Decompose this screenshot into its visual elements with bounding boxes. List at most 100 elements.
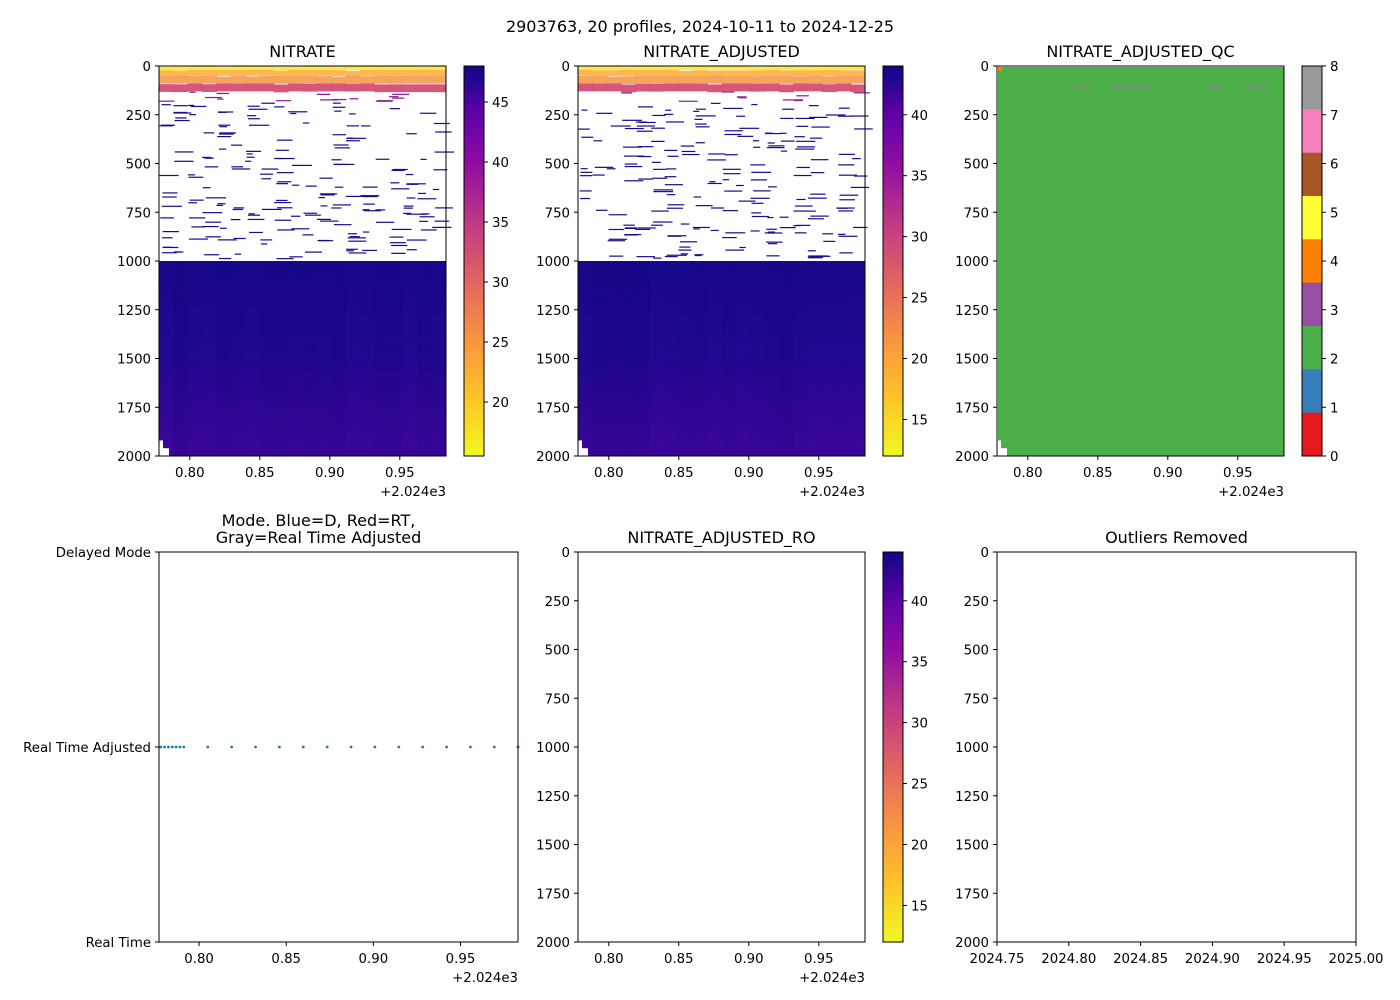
nitrate_adjusted-sparse-streak xyxy=(636,130,653,132)
nitrate-deep-column xyxy=(431,261,446,456)
nitrate_adjusted-surface-cell xyxy=(635,83,651,92)
nitrate_adjusted-surface-cell xyxy=(778,76,794,84)
nitrate_adjusted-frame xyxy=(577,65,866,457)
nitrate_adjusted-deep-column xyxy=(836,261,851,456)
outliers-frame xyxy=(996,551,1357,943)
nitrate_adjusted-sparse-streak xyxy=(678,249,692,251)
nitrate_adjusted-sparse-streak xyxy=(723,173,741,175)
nitrate_adjusted-deep-column xyxy=(664,261,679,456)
panel-mode: Mode. Blue=D, Red=RT,Gray=Real Time Adju… xyxy=(23,511,520,986)
nitrate_adjusted-sparse-streak xyxy=(735,184,744,187)
nitrate-sparse-streak xyxy=(274,201,292,204)
nitrate-deep-column xyxy=(402,261,418,456)
nitrate_adjusted-surface-cell xyxy=(735,66,751,71)
nitrate_adjusted-sparse-streak xyxy=(738,200,756,202)
nitrate_adjusted-surface-cell xyxy=(606,83,622,92)
nitrate_adjusted-deep-column xyxy=(721,261,736,456)
nitrate-sparse-streak xyxy=(162,192,178,194)
nitrate_adjusted-sparse-streak xyxy=(839,194,859,196)
nitrate_adjusted-surface-cell xyxy=(678,83,694,92)
nitrate_adjusted_ro-colorbar-tick-label: 20 xyxy=(911,839,928,854)
nitrate-sparse-streak xyxy=(202,212,223,214)
nitrate-surface-cell xyxy=(431,75,447,84)
nitrate-sparse-streak xyxy=(346,248,358,250)
nitrate-sparse-streak xyxy=(205,197,227,199)
nitrate-sparse-streak xyxy=(391,169,405,172)
nitrate_adjusted-sparse-streak xyxy=(667,155,679,157)
nitrate-sparse-streak xyxy=(275,199,288,202)
nitrate_adjusted-colorbar-tick-label: 30 xyxy=(911,231,928,246)
mode-ytick-label: Real Time xyxy=(86,936,151,951)
nitrate_adjusted_qc-ytick-label: 1500 xyxy=(955,353,989,368)
nitrate-surface-cell xyxy=(417,66,433,71)
nitrate-sparse-streak xyxy=(391,228,412,231)
nitrate-surface-cell xyxy=(331,70,347,77)
nitrate_adjusted-sparse-streak xyxy=(751,103,758,106)
nitrate-surface-cell xyxy=(402,66,418,70)
nitrate-sparse-streak xyxy=(420,112,437,114)
mode-point xyxy=(469,745,472,749)
nitrate_adjusted-sparse-streak xyxy=(851,115,869,117)
nitrate_adjusted-x-offset-label: +2.024e3 xyxy=(799,485,865,500)
qc-colorbar-cell xyxy=(1302,326,1322,370)
nitrate-sparse-streak xyxy=(316,218,331,220)
nitrate_adjusted-sparse-streak xyxy=(651,127,665,129)
nitrate_adjusted-sparse-streak xyxy=(652,114,666,117)
nitrate_adjusted-sparse-streak xyxy=(723,107,743,110)
nitrate-notch xyxy=(163,448,169,456)
nitrate_adjusted-sparse-streak xyxy=(694,254,704,256)
nitrate_adjusted-ytick-label: 1750 xyxy=(536,401,570,416)
nitrate_adjusted-surface-cell xyxy=(664,69,679,76)
nitrate-sparse-streak xyxy=(292,184,300,186)
nitrate-sparse-streak xyxy=(391,244,408,247)
nitrate-sparse-streak xyxy=(204,166,219,168)
nitrate_adjusted-surface-cell xyxy=(707,75,722,84)
nitrate-surface-cell xyxy=(388,66,404,70)
nitrate-sparse-streak xyxy=(434,151,455,153)
nitrate_adjusted-deep-column xyxy=(735,261,751,456)
nitrate-sparse-streak xyxy=(304,214,321,216)
nitrate-ytick-label: 750 xyxy=(126,206,151,221)
nitrate_adjusted-sparse-streak xyxy=(624,127,644,130)
nitrate_adjusted_ro-xtick-label: 0.85 xyxy=(664,952,694,967)
nitrate-sparse-streak xyxy=(348,252,367,254)
nitrate-xtick-label: 0.85 xyxy=(245,466,275,481)
mode-x-offset-label: +2.024e3 xyxy=(452,971,518,986)
nitrate_adjusted-surface-cell xyxy=(649,75,665,84)
nitrate_adjusted-sparse-streak xyxy=(839,252,853,254)
nitrate_adjusted-sparse-streak xyxy=(623,155,644,157)
nitrate-sparse-streak xyxy=(332,106,346,108)
nitrate_adjusted-sparse-streak xyxy=(767,186,777,188)
qc-colorbar-tick-label: 4 xyxy=(1330,255,1338,270)
nitrate-sparse-streak xyxy=(345,195,366,198)
panel-nitrate: NITRATE 20 25 30 35 40 45 0 250 500 750 1000 1250 150… xyxy=(117,42,509,500)
nitrate-sparse-streak xyxy=(392,168,408,171)
nitrate-sparse-streak xyxy=(318,197,325,199)
mode-xtick-label: 0.90 xyxy=(359,952,389,967)
figure-title: 2903763, 20 profiles, 2024-10-11 to 2024… xyxy=(506,17,894,36)
nitrate_adjusted-sparse-streak xyxy=(822,233,834,235)
nitrate_adjusted_ro-colorbar-tick-label: 25 xyxy=(911,778,928,793)
nitrate-surface-cell xyxy=(345,75,361,84)
nitrate-sparse-streak xyxy=(347,233,357,235)
nitrate-sparse-streak xyxy=(204,157,214,159)
nitrate-sparse-streak xyxy=(320,194,335,196)
nitrate_adjusted-sparse-streak xyxy=(606,168,616,170)
nitrate-sparse-streak xyxy=(218,133,234,135)
nitrate-deep-column xyxy=(331,261,346,456)
nitrate-frame xyxy=(158,65,447,457)
nitrate-surface-cell xyxy=(230,69,246,76)
nitrate-surface-cell xyxy=(331,83,347,92)
nitrate-sparse-streak xyxy=(174,119,190,122)
nitrate-sparse-streak xyxy=(161,104,171,106)
mode-point xyxy=(163,745,166,749)
nitrate_adjusted-ytick-label: 2000 xyxy=(536,450,570,465)
nitrate_adjusted-surface-cell xyxy=(793,70,809,77)
nitrate_adjusted-deep-column xyxy=(778,261,794,456)
nitrate-sparse-streak xyxy=(363,210,382,212)
nitrate_adjusted-sparse-streak xyxy=(810,215,829,217)
nitrate_adjusted-sparse-streak xyxy=(652,177,668,179)
nitrate_adjusted-sparse-streak xyxy=(664,184,683,186)
nitrate-colorbar xyxy=(463,65,485,457)
nitrate-sparse-streak xyxy=(217,98,224,100)
